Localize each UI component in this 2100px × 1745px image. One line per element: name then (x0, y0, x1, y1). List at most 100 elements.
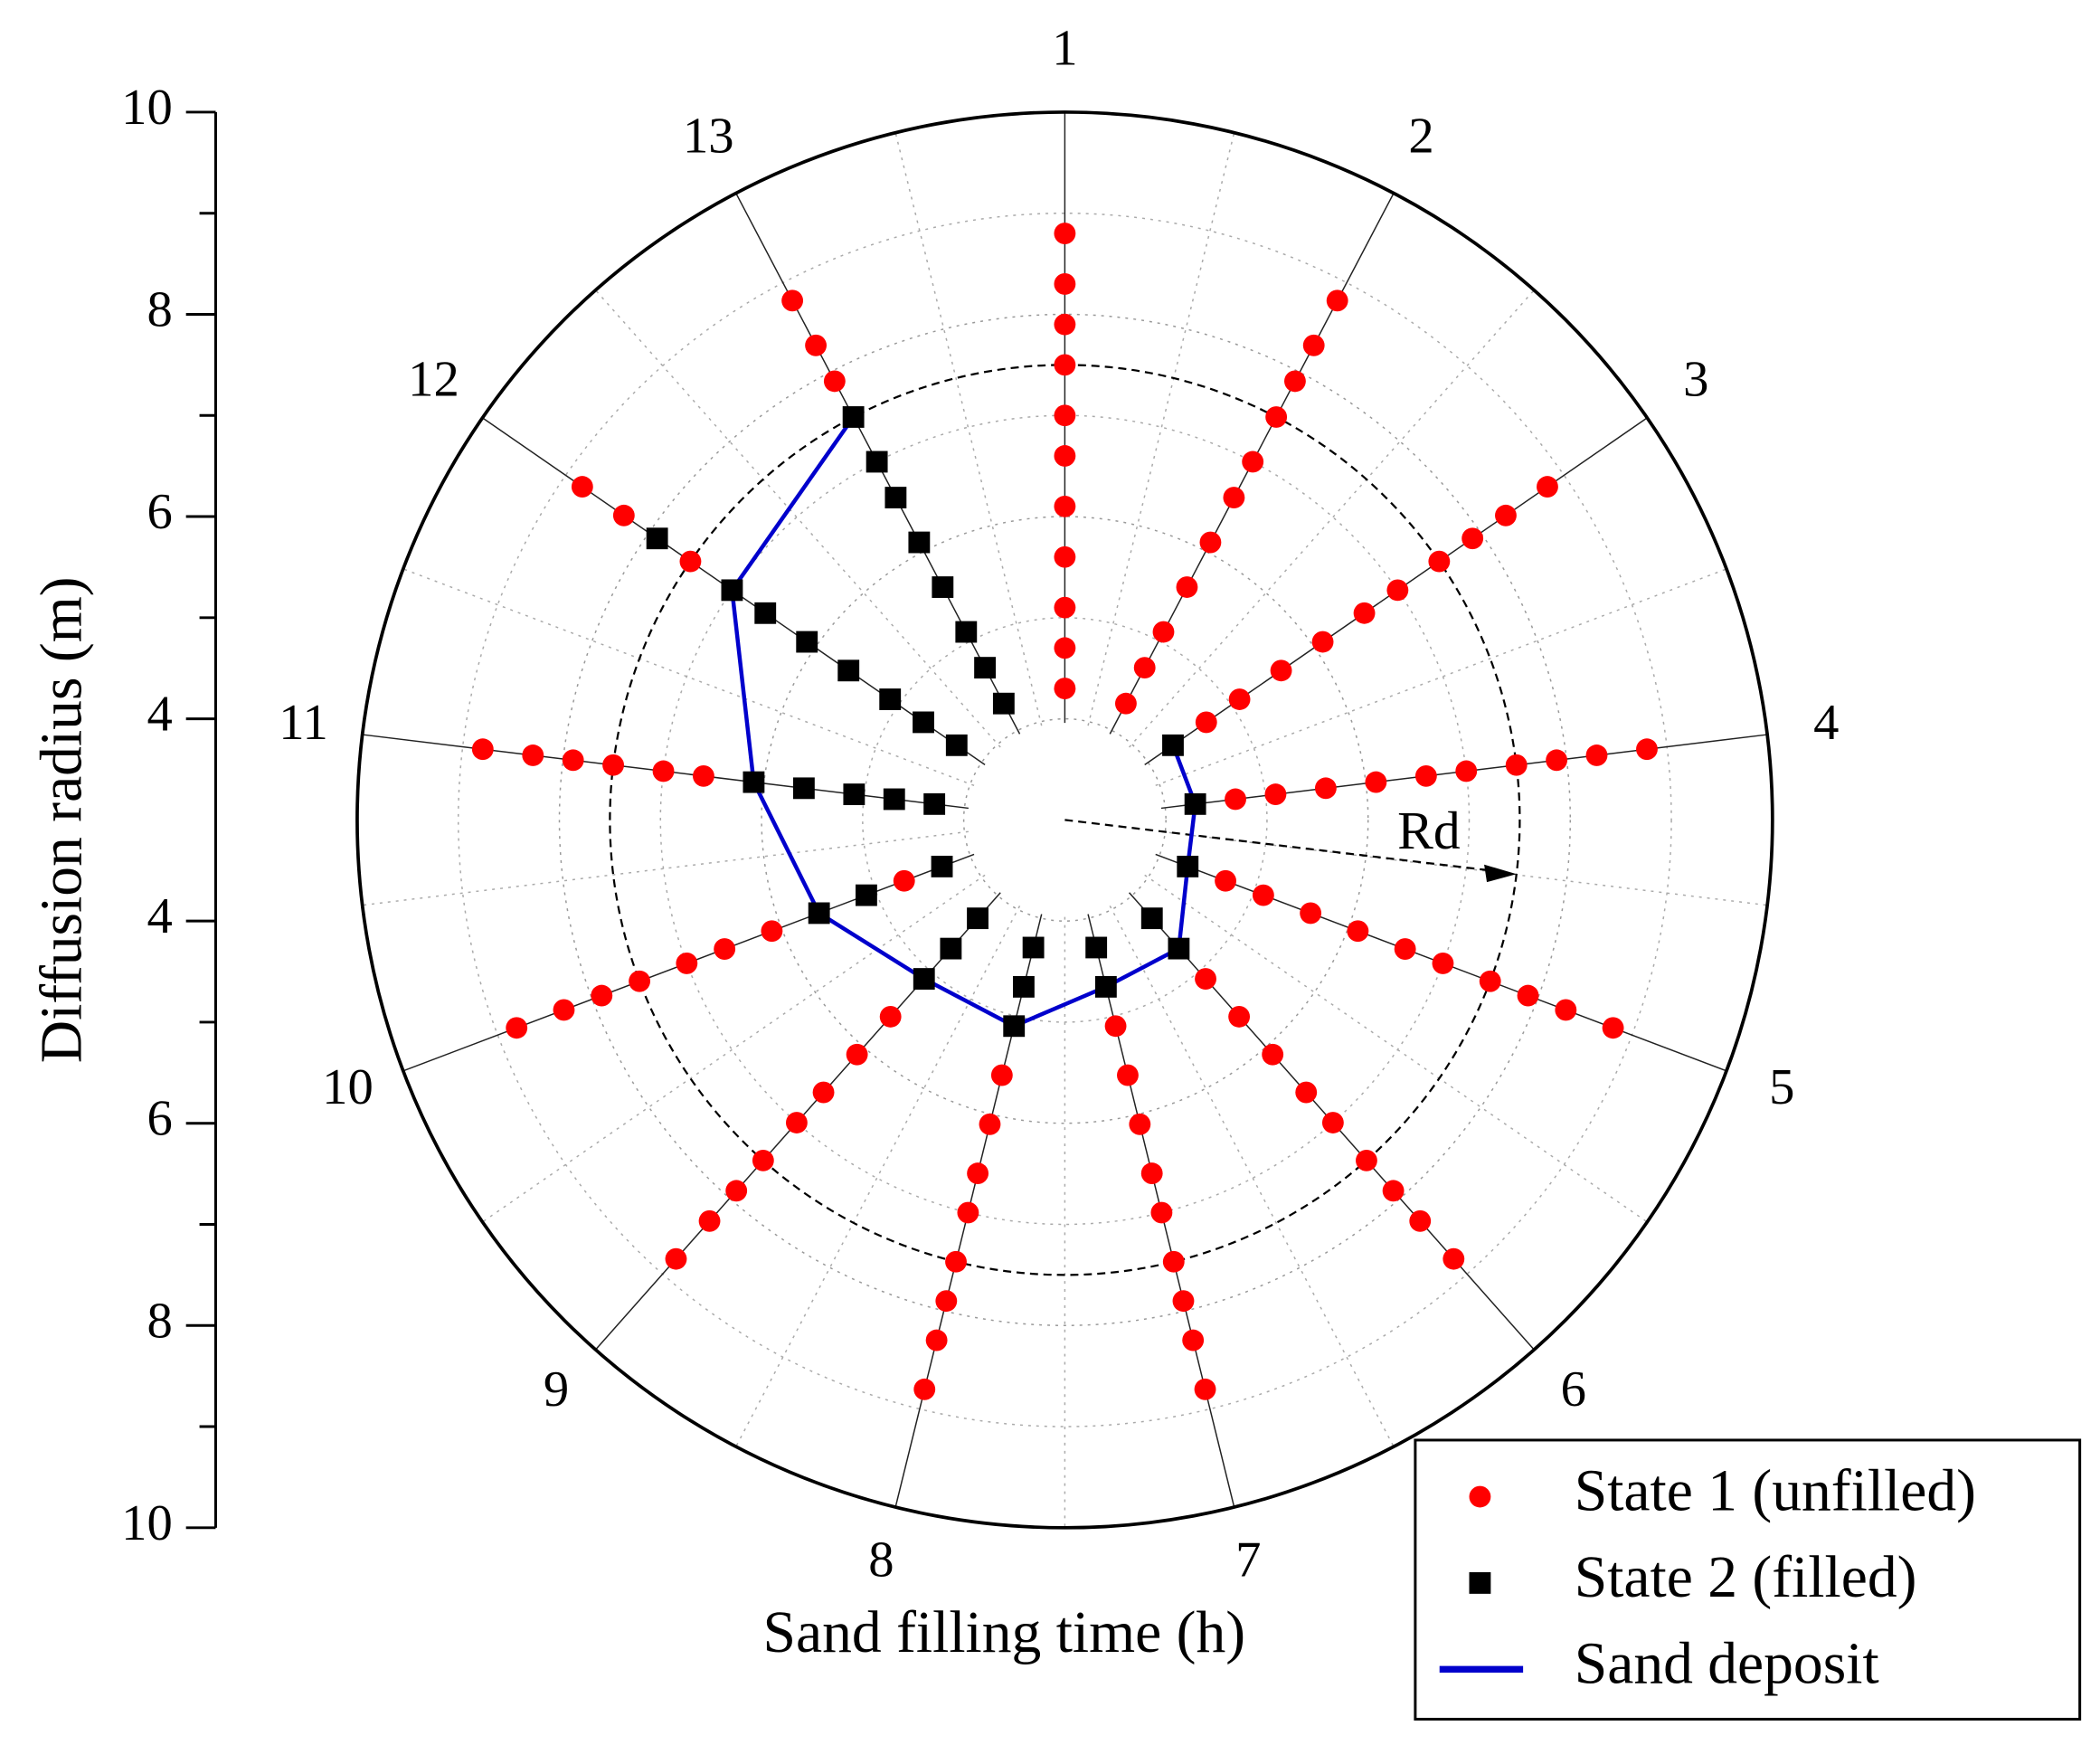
point (1054, 445, 1076, 467)
point (842, 406, 865, 428)
legend-box (1414, 1438, 2082, 1721)
point (1314, 777, 1337, 800)
point (602, 754, 624, 776)
point (743, 771, 765, 793)
angular-tick-label: 6 (1561, 1361, 1586, 1418)
point (1270, 659, 1292, 682)
point (1150, 1201, 1173, 1224)
rd-arrow (1064, 819, 1499, 873)
point (1162, 734, 1184, 756)
point (1133, 657, 1156, 679)
point (1636, 738, 1658, 761)
point (679, 550, 702, 573)
point (1409, 1209, 1432, 1232)
point (785, 1112, 808, 1133)
point (913, 711, 934, 734)
angular-tick-label: 13 (683, 108, 734, 164)
point (1264, 783, 1287, 806)
point (796, 631, 818, 653)
legend-label: State 2 (filled) (1575, 1545, 1917, 1610)
point (792, 777, 815, 800)
point (1242, 450, 1264, 473)
angular-tick-label: 10 (322, 1059, 374, 1115)
point (967, 1162, 989, 1185)
point (698, 1209, 721, 1232)
point (1054, 495, 1076, 517)
angular-tick-label: 2 (1408, 108, 1433, 164)
grid-circle (962, 717, 1167, 922)
point (945, 1250, 967, 1273)
y-tick-label: 6 (147, 1091, 172, 1147)
point (1386, 579, 1409, 602)
point (1168, 937, 1190, 960)
point (1054, 678, 1076, 699)
point (1555, 999, 1577, 1021)
point (1012, 975, 1035, 998)
point (967, 907, 989, 930)
legend-label: Sand deposit (1575, 1631, 1879, 1696)
point (1054, 637, 1076, 659)
point (1054, 223, 1076, 244)
point (714, 938, 736, 960)
point (1602, 1017, 1624, 1039)
minor-grid-circle (457, 212, 1672, 1427)
point (932, 576, 954, 598)
point (879, 688, 902, 710)
point (812, 1081, 835, 1104)
point (1414, 764, 1437, 787)
point (1054, 273, 1076, 295)
point (1195, 711, 1217, 734)
point (940, 937, 962, 960)
point (1311, 631, 1334, 653)
point (1228, 1005, 1251, 1028)
angular-tick-label: 4 (1813, 695, 1839, 751)
point (1365, 771, 1387, 793)
angular-tick-label: 8 (868, 1532, 894, 1589)
point (1252, 884, 1274, 906)
point (1022, 936, 1045, 959)
point (1284, 370, 1306, 393)
point (553, 999, 575, 1021)
point (1228, 688, 1251, 710)
rd-arrowhead (1484, 864, 1517, 883)
point (883, 788, 905, 811)
point (925, 1329, 948, 1351)
point (1176, 576, 1198, 598)
angular-tick-label: 5 (1769, 1059, 1794, 1115)
point (1455, 760, 1478, 782)
point (1054, 545, 1076, 568)
point (1194, 1378, 1216, 1400)
point (884, 487, 907, 508)
point (992, 692, 1015, 715)
point (1152, 621, 1175, 643)
point (1432, 953, 1454, 974)
point (974, 657, 997, 679)
point (761, 920, 783, 943)
point (1054, 404, 1076, 427)
point (945, 734, 968, 756)
point (1265, 406, 1288, 428)
point (693, 764, 714, 787)
point (837, 659, 860, 682)
y-tick-label: 10 (121, 1495, 173, 1551)
point (805, 334, 828, 356)
point (808, 902, 830, 925)
legend-label: State 1 (unfilled) (1575, 1459, 1976, 1524)
point (1182, 1329, 1205, 1351)
point (990, 1064, 1013, 1086)
point (923, 792, 946, 815)
y-tick-label: 4 (147, 687, 172, 743)
y-tick-label: 8 (147, 281, 172, 337)
point (1326, 289, 1348, 312)
point (913, 1378, 936, 1400)
point (471, 738, 494, 761)
point (879, 1005, 902, 1028)
point (506, 1017, 528, 1039)
minor-grid-circle (862, 617, 1268, 1023)
point (676, 953, 698, 974)
legend-swatch (1469, 1485, 1491, 1508)
point (571, 476, 593, 498)
point (1054, 354, 1076, 376)
y-tick-label: 4 (147, 888, 172, 944)
